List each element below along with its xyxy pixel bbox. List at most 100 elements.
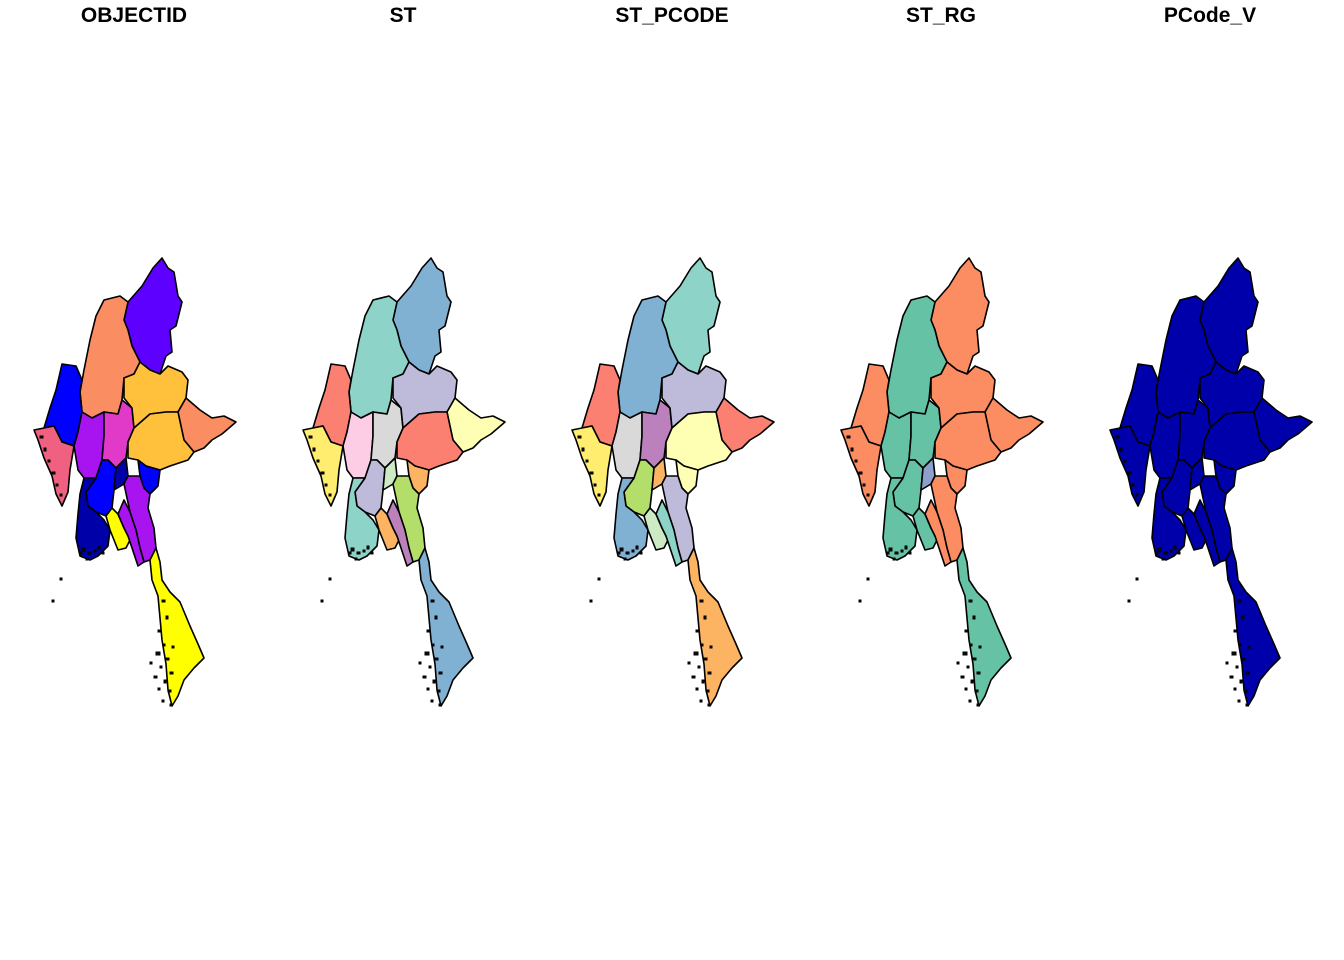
island <box>699 699 703 703</box>
island <box>866 577 870 581</box>
region-mandalay <box>908 399 942 469</box>
region-tanintharyi <box>1225 547 1281 707</box>
island <box>709 645 713 649</box>
panel-title: ST <box>389 4 417 27</box>
region-ayeyarwady <box>344 477 380 561</box>
island <box>370 551 374 555</box>
island <box>968 699 972 703</box>
region-tanintharyi <box>418 547 474 707</box>
island <box>320 471 325 475</box>
island <box>894 551 899 555</box>
island <box>438 671 443 675</box>
island-cluster <box>39 435 175 707</box>
region-rakhine <box>33 425 75 507</box>
island <box>161 599 166 603</box>
island <box>639 551 643 555</box>
island <box>1161 557 1165 561</box>
map-panel-st: ST <box>269 0 537 960</box>
island <box>165 615 169 620</box>
island <box>1233 687 1237 691</box>
island <box>155 651 161 656</box>
panel-title: OBJECTID <box>80 4 188 27</box>
region-rakhine <box>1109 425 1151 507</box>
island <box>858 471 863 475</box>
island <box>438 703 442 707</box>
region-shan-s <box>934 411 1002 471</box>
island <box>631 549 635 553</box>
island <box>59 493 63 497</box>
island <box>348 551 352 555</box>
island <box>617 551 621 555</box>
map-st-rg <box>840 257 1044 707</box>
island <box>434 657 439 661</box>
island <box>366 545 370 550</box>
island <box>149 661 153 665</box>
island <box>430 599 435 603</box>
island <box>153 675 158 679</box>
island <box>169 671 174 675</box>
island <box>1135 577 1139 581</box>
island <box>157 687 161 691</box>
island-cluster <box>846 435 982 707</box>
island <box>625 551 630 555</box>
island <box>171 645 175 649</box>
island <box>165 657 170 661</box>
island <box>703 657 708 661</box>
island <box>597 493 601 497</box>
map-panel-st-pcode: ST_PCODE <box>538 0 806 960</box>
island <box>968 599 973 603</box>
island <box>1245 703 1249 707</box>
island <box>1239 679 1243 684</box>
island <box>47 459 51 463</box>
island <box>162 643 166 647</box>
island <box>693 651 699 656</box>
region-mon <box>1193 499 1221 567</box>
island <box>1119 447 1123 452</box>
island <box>424 651 430 656</box>
island <box>59 577 63 581</box>
region-ayeyarwady <box>75 477 111 561</box>
island <box>159 665 163 669</box>
island <box>854 459 858 463</box>
island <box>862 483 866 487</box>
island <box>79 551 83 555</box>
island <box>888 547 893 552</box>
island <box>81 547 86 552</box>
island <box>1245 671 1250 675</box>
island <box>161 699 165 703</box>
island <box>695 687 699 691</box>
region-rakhine <box>571 425 613 507</box>
island <box>705 689 710 693</box>
island <box>428 665 432 669</box>
island <box>328 577 332 581</box>
island <box>434 615 438 620</box>
region-mon <box>386 499 414 567</box>
island <box>1157 547 1162 552</box>
island <box>1131 483 1135 487</box>
island <box>976 671 981 675</box>
island <box>908 551 912 555</box>
island <box>962 651 968 656</box>
island <box>697 665 701 669</box>
region-mon <box>655 499 683 567</box>
island <box>55 483 59 487</box>
island <box>701 679 705 684</box>
island <box>93 549 97 553</box>
island <box>892 557 896 561</box>
map-st <box>302 257 506 707</box>
island <box>430 699 434 703</box>
island <box>1233 629 1238 633</box>
island <box>1237 599 1242 603</box>
island <box>440 645 444 649</box>
island <box>1247 645 1251 649</box>
island <box>974 689 979 693</box>
panel-title: PCode_V <box>1163 4 1257 27</box>
island <box>316 459 320 463</box>
island <box>978 645 982 649</box>
island <box>972 657 977 661</box>
island <box>858 599 862 603</box>
island <box>964 629 969 633</box>
island <box>87 551 92 555</box>
region-shan-s <box>396 411 464 471</box>
island <box>707 671 712 675</box>
